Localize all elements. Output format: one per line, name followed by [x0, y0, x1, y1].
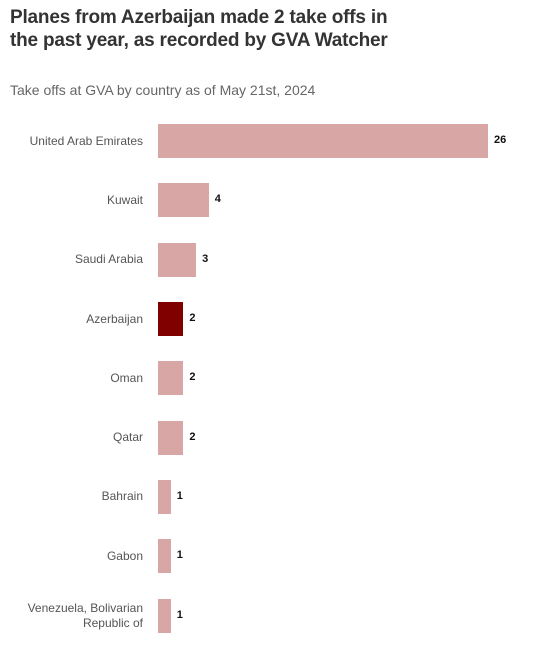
category-label-row: Saudi Arabia — [0, 230, 143, 289]
category-label-row: United Arab Emirates — [0, 112, 143, 171]
category-label: Gabon — [106, 548, 143, 563]
bar — [158, 124, 488, 159]
value-label: 3 — [202, 252, 209, 265]
bar — [158, 361, 184, 396]
category-label-row: Qatar — [0, 408, 143, 467]
bar — [158, 598, 171, 633]
value-label: 4 — [214, 193, 221, 206]
value-label: 2 — [189, 371, 196, 384]
category-label-row: Gabon — [0, 527, 143, 586]
category-label: Bahrain — [101, 489, 143, 504]
category-label: Qatar — [112, 430, 143, 445]
category-label-row: Oman — [0, 349, 143, 408]
category-label-row: Venezuela, Bolivarian Republic of — [0, 586, 143, 645]
category-label-row: Bahrain — [0, 467, 143, 526]
category-label: United Arab Emirates — [29, 133, 143, 148]
value-label: 1 — [176, 489, 183, 502]
bar — [158, 479, 171, 514]
value-label: 2 — [189, 430, 196, 443]
category-label: Saudi Arabia — [74, 252, 143, 267]
category-label: Kuwait — [106, 192, 143, 207]
value-label: 1 — [176, 608, 183, 621]
bar — [158, 420, 184, 455]
chart-title: Planes from Azerbaijan made 2 take offs … — [10, 7, 388, 51]
category-label-row: Azerbaijan — [0, 289, 143, 348]
bar — [158, 183, 209, 218]
value-label: 2 — [189, 312, 196, 325]
chart-subtitle: Take offs at GVA by country as of May 21… — [10, 82, 316, 98]
bar — [158, 302, 184, 337]
value-label: 26 — [494, 134, 507, 147]
bar — [158, 242, 197, 277]
category-label: Oman — [110, 370, 143, 385]
category-label: Azerbaijan — [86, 311, 143, 326]
bar — [158, 539, 171, 574]
category-label: Venezuela, Bolivarian Republic of — [27, 600, 143, 630]
category-label-row: Kuwait — [0, 171, 143, 230]
value-label: 1 — [176, 549, 183, 562]
